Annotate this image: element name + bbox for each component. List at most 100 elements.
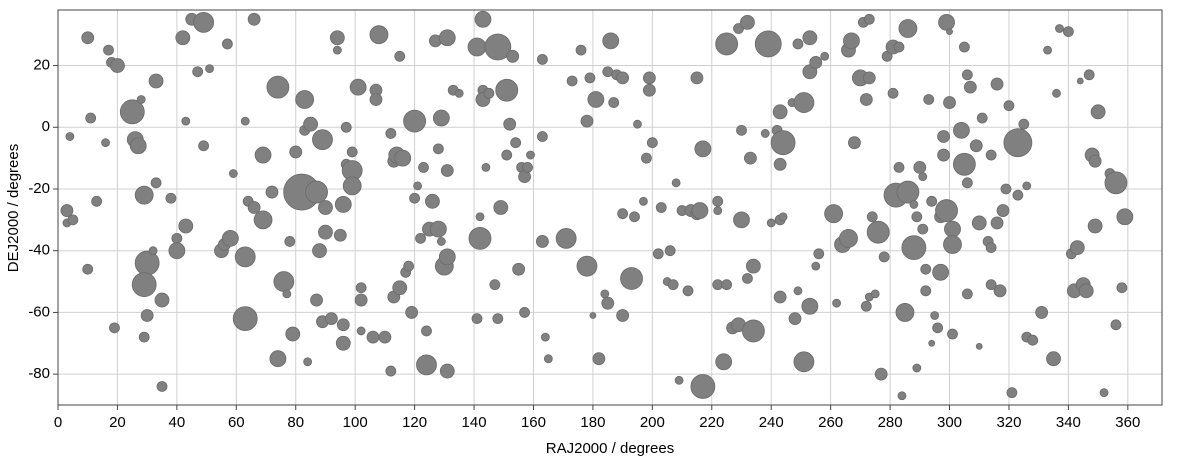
bubble bbox=[165, 192, 177, 204]
bubble bbox=[848, 136, 861, 150]
bubble bbox=[403, 260, 415, 272]
bubble bbox=[432, 143, 444, 155]
bubble bbox=[944, 220, 961, 238]
bubble bbox=[536, 131, 548, 142]
bubble bbox=[943, 235, 962, 254]
bubble bbox=[773, 157, 787, 171]
bubble bbox=[378, 330, 392, 344]
bubble bbox=[773, 290, 787, 304]
bubble bbox=[439, 363, 455, 379]
bubble bbox=[1006, 387, 1018, 399]
bubble bbox=[481, 162, 491, 172]
bubble bbox=[961, 288, 973, 300]
bubble bbox=[1069, 240, 1085, 256]
bubble bbox=[715, 353, 733, 371]
bubble bbox=[254, 146, 272, 164]
bubble bbox=[587, 91, 605, 108]
bubble bbox=[642, 83, 656, 97]
y-tick-label: -40 bbox=[28, 242, 50, 259]
bubble bbox=[1043, 45, 1052, 55]
x-tick-label: 180 bbox=[580, 414, 605, 431]
x-tick-label: 260 bbox=[818, 414, 843, 431]
bubble bbox=[60, 204, 74, 217]
x-tick-label: 160 bbox=[521, 414, 546, 431]
bubble bbox=[510, 137, 522, 149]
x-tick-label: 100 bbox=[343, 414, 368, 431]
bubble bbox=[920, 285, 932, 297]
bubble bbox=[335, 335, 351, 351]
bubble bbox=[475, 212, 485, 222]
bubble bbox=[501, 149, 513, 161]
bubble bbox=[85, 112, 97, 124]
bubble bbox=[736, 124, 747, 136]
bubble bbox=[392, 280, 408, 296]
bubble bbox=[103, 44, 114, 56]
bubble bbox=[295, 90, 315, 109]
bubble bbox=[620, 267, 643, 290]
bubble bbox=[369, 25, 389, 45]
bubble bbox=[772, 104, 788, 120]
bubble bbox=[171, 232, 183, 244]
bubble bbox=[566, 75, 578, 87]
bubble bbox=[385, 128, 397, 139]
bubble bbox=[580, 114, 594, 128]
bubble bbox=[266, 75, 290, 99]
bubble bbox=[284, 236, 296, 247]
bubble bbox=[953, 121, 970, 139]
bubble bbox=[1027, 334, 1039, 346]
bubble bbox=[467, 37, 487, 57]
bubble bbox=[289, 145, 303, 159]
bubble bbox=[519, 307, 530, 318]
bubble bbox=[438, 248, 456, 266]
bubble bbox=[405, 306, 419, 319]
bubble bbox=[691, 202, 709, 219]
x-tick-label: 300 bbox=[937, 414, 962, 431]
bubble bbox=[148, 73, 164, 89]
bubble bbox=[985, 242, 997, 254]
bubble bbox=[247, 201, 261, 214]
bubble bbox=[909, 200, 919, 209]
bubble bbox=[820, 51, 830, 61]
x-axis-title: RAJ2000 / degrees bbox=[546, 440, 674, 457]
bubble bbox=[721, 279, 733, 291]
bubble bbox=[589, 312, 597, 319]
bubble bbox=[303, 116, 318, 132]
bubble bbox=[540, 332, 550, 342]
bubble bbox=[993, 284, 1007, 298]
bubble bbox=[269, 350, 287, 368]
bubble bbox=[484, 33, 512, 61]
grid bbox=[53, 10, 1162, 410]
x-tick-label: 360 bbox=[1115, 414, 1140, 431]
bubble bbox=[1087, 218, 1103, 234]
x-tick-label: 0 bbox=[54, 414, 62, 431]
bubble bbox=[770, 130, 796, 156]
bubble bbox=[474, 10, 492, 28]
bubble bbox=[483, 87, 495, 99]
bubble bbox=[802, 30, 818, 46]
bubble bbox=[324, 312, 338, 325]
bubble bbox=[1090, 104, 1106, 120]
y-axis-title: DEJ2000 / degrees bbox=[5, 144, 22, 272]
bubble bbox=[733, 211, 750, 229]
bubble bbox=[969, 139, 983, 153]
y-tick-label: -60 bbox=[28, 303, 50, 320]
bubble bbox=[961, 69, 973, 81]
bubble bbox=[355, 282, 367, 294]
bubble bbox=[285, 326, 301, 342]
bubble bbox=[198, 140, 210, 152]
bubble bbox=[898, 19, 918, 38]
bubble bbox=[963, 80, 977, 94]
bubble bbox=[642, 71, 656, 85]
bubble bbox=[134, 250, 160, 276]
bubble bbox=[893, 161, 905, 173]
bubble bbox=[81, 31, 95, 45]
bubble bbox=[416, 354, 437, 376]
x-tick-label: 20 bbox=[109, 414, 126, 431]
bubble bbox=[310, 293, 323, 307]
bubble bbox=[932, 263, 950, 281]
bubble bbox=[602, 32, 620, 50]
bubble bbox=[575, 44, 587, 56]
bubble bbox=[181, 116, 191, 126]
bubble bbox=[813, 248, 825, 260]
y-tick-label: 0 bbox=[42, 118, 50, 135]
